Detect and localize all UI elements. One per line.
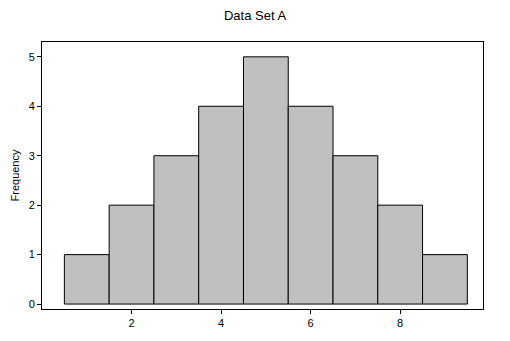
svg-text:0: 0 [29,298,35,310]
svg-text:Data Set A: Data Set A [224,8,286,23]
svg-text:8: 8 [397,317,403,329]
svg-text:2: 2 [128,317,134,329]
svg-text:1: 1 [29,248,35,260]
svg-text:6: 6 [308,317,314,329]
svg-text:5: 5 [29,51,35,63]
svg-text:Frequency: Frequency [9,149,21,201]
svg-text:2: 2 [29,199,35,211]
svg-text:4: 4 [218,317,224,329]
svg-text:3: 3 [29,150,35,162]
svg-text:4: 4 [29,100,35,112]
